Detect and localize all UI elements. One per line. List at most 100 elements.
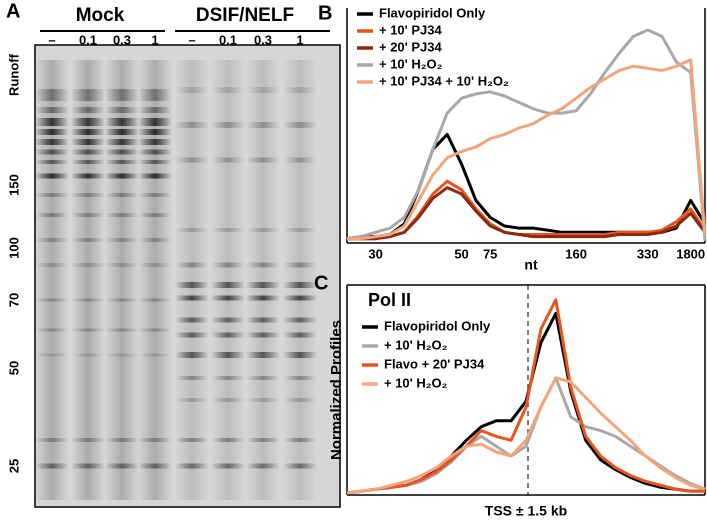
lane-smear: [211, 60, 245, 500]
panel-label: C: [314, 272, 328, 294]
gel-band: [71, 160, 105, 164]
gel-band: [138, 193, 172, 197]
gel-band: [71, 213, 105, 217]
gel-band: [71, 298, 105, 302]
gel-band: [246, 376, 280, 380]
lane-label: 1: [296, 32, 303, 47]
gel-band: [283, 122, 317, 128]
gel-band: [71, 89, 105, 101]
legend-label: + 10' H₂O₂: [384, 337, 448, 352]
gel-band: [35, 328, 69, 332]
gel-band: [71, 328, 105, 332]
gel-band: [105, 139, 139, 145]
gel-band: [35, 149, 69, 155]
gel-band: [105, 129, 139, 135]
group-label: DSIF/NELF: [196, 5, 294, 26]
gel-band: [71, 263, 105, 267]
gel-band: [211, 282, 245, 288]
gel-band: [175, 87, 209, 93]
legend-label: + 10' PJ34 + 10' H₂O₂: [379, 73, 509, 88]
size-marker: 100: [6, 237, 21, 259]
gel-band: [105, 353, 139, 357]
gel-band: [246, 157, 280, 163]
legend-label: Flavo + 20' PJ34: [384, 356, 485, 371]
gel-band: [246, 228, 280, 232]
gel-band: [35, 139, 69, 145]
x-axis-label: nt: [524, 257, 538, 273]
gel-band: [35, 238, 69, 242]
legend-label: + 10' H₂O₂: [379, 56, 443, 71]
gel-band: [105, 193, 139, 197]
x-tick-label: 75: [483, 246, 497, 261]
panel-label: B: [318, 2, 332, 24]
gel-band: [35, 438, 69, 442]
gel-band: [138, 353, 172, 357]
gel-band: [35, 107, 69, 113]
gel-band: [105, 160, 139, 164]
gel-band: [138, 139, 172, 145]
gel-band: [283, 228, 317, 232]
gel-band: [211, 332, 245, 338]
gel-band: [71, 118, 105, 126]
x-tick-label: 50: [454, 246, 468, 261]
legend-label: + 10' PJ34: [379, 22, 442, 37]
gel-band: [138, 438, 172, 442]
gel-band: [105, 463, 139, 469]
gel-band: [138, 463, 172, 469]
gel-band: [105, 89, 139, 101]
gel-band: [211, 262, 245, 268]
gel-band: [246, 262, 280, 268]
gel-band: [138, 118, 172, 126]
gel-band: [138, 328, 172, 332]
x-tick-label: 160: [565, 246, 587, 261]
gel-band: [71, 107, 105, 113]
gel-band: [211, 376, 245, 380]
size-marker: 70: [6, 293, 21, 307]
gel-band: [211, 122, 245, 128]
gel-band: [283, 438, 317, 442]
y-axis-label: Normalized Profiles: [328, 320, 345, 460]
line-series: [346, 132, 707, 241]
panel-label: A: [6, 0, 20, 22]
gel-band: [175, 157, 209, 163]
gel-band: [246, 317, 280, 323]
gel-band: [246, 463, 280, 469]
gel-band: [71, 139, 105, 145]
gel-band: [105, 107, 139, 113]
gel-band: [105, 263, 139, 267]
gel-band: [175, 228, 209, 232]
gel-band: [105, 328, 139, 332]
gel-band: [35, 160, 69, 164]
x-tick-label: 330: [637, 246, 659, 261]
gel-band: [283, 87, 317, 93]
lane-label: 1: [151, 32, 158, 47]
gel-band: [283, 295, 317, 301]
lane-label: –: [188, 32, 195, 47]
chart-title: Pol II: [368, 290, 411, 310]
gel-band: [138, 149, 172, 155]
gel-band: [175, 463, 209, 469]
gel-band: [105, 149, 139, 155]
lane-label: 0.3: [113, 32, 131, 47]
gel-band: [246, 438, 280, 442]
gel-band: [138, 298, 172, 302]
gel-band: [283, 463, 317, 469]
gel-band: [105, 118, 139, 126]
gel-band: [105, 298, 139, 302]
gel-band: [71, 438, 105, 442]
gel-band: [71, 149, 105, 155]
size-marker: 150: [6, 174, 21, 196]
lane-label: 0.1: [219, 32, 237, 47]
gel-band: [35, 298, 69, 302]
gel-band: [246, 398, 280, 402]
line-series: [346, 28, 707, 242]
gel-band: [138, 263, 172, 267]
gel-band: [211, 87, 245, 93]
gel-band: [138, 238, 172, 242]
gel-band: [105, 213, 139, 217]
legend-label: + 10' H₂O₂: [384, 375, 448, 390]
gel-band: [138, 129, 172, 135]
gel-band: [283, 376, 317, 380]
gel-band: [71, 129, 105, 135]
gel-band: [283, 282, 317, 288]
